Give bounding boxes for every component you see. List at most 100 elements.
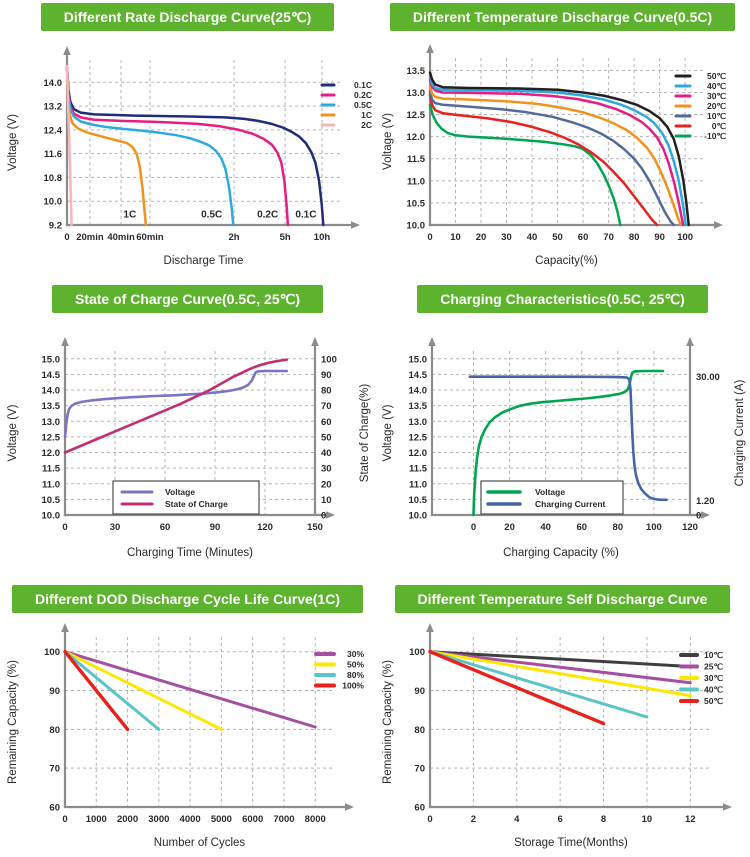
svg-text:30.00: 30.00 <box>696 372 720 383</box>
svg-text:50: 50 <box>552 232 563 243</box>
svg-text:90: 90 <box>414 686 425 697</box>
svg-text:40: 40 <box>540 522 551 533</box>
svg-text:40℃: 40℃ <box>707 81 726 91</box>
svg-text:50℃: 50℃ <box>707 71 726 81</box>
svg-text:0: 0 <box>427 232 432 243</box>
svg-text:60: 60 <box>49 803 60 814</box>
svg-text:12.4: 12.4 <box>44 125 63 136</box>
svg-text:50: 50 <box>321 432 332 443</box>
svg-text:70: 70 <box>49 764 60 775</box>
svg-text:120: 120 <box>257 522 273 533</box>
svg-text:10: 10 <box>321 495 332 506</box>
svg-text:0.2C: 0.2C <box>354 90 372 100</box>
svg-text:Voltage: Voltage <box>165 487 195 497</box>
svg-text:12.0: 12.0 <box>42 448 61 459</box>
svg-text:0.5C: 0.5C <box>354 100 372 110</box>
svg-text:2C: 2C <box>361 120 372 130</box>
svg-text:1000: 1000 <box>86 814 107 825</box>
svg-text:60: 60 <box>160 522 171 533</box>
svg-text:0℃: 0℃ <box>712 121 727 131</box>
svg-text:0: 0 <box>62 522 67 533</box>
svg-text:100: 100 <box>409 647 425 658</box>
svg-text:1.20: 1.20 <box>696 496 715 507</box>
svg-text:100: 100 <box>677 232 693 243</box>
svg-text:Number of Cycles: Number of Cycles <box>154 837 246 849</box>
svg-text:State of Charge: State of Charge <box>165 499 228 509</box>
svg-text:80%: 80% <box>347 670 364 680</box>
svg-text:2h: 2h <box>229 232 240 243</box>
svg-text:Voltage (V): Voltage (V) <box>7 114 19 171</box>
svg-text:8: 8 <box>601 814 606 825</box>
svg-text:50℃: 50℃ <box>704 696 723 706</box>
svg-text:0: 0 <box>427 814 432 825</box>
svg-text:8000: 8000 <box>305 814 326 825</box>
svg-text:40: 40 <box>527 232 538 243</box>
cell-state-of-charge: State of Charge Curve(0.5C, 25℃) 0 30 60 90… <box>0 278 375 574</box>
svg-text:0.2C: 0.2C <box>257 209 278 220</box>
svg-text:11.5: 11.5 <box>42 464 61 475</box>
svg-text:Remaining Capacity (%): Remaining Capacity (%) <box>7 660 19 784</box>
svg-text:25℃: 25℃ <box>704 662 723 672</box>
svg-text:10.5: 10.5 <box>42 495 61 506</box>
svg-text:10.5: 10.5 <box>407 198 426 209</box>
svg-text:90: 90 <box>49 686 60 697</box>
svg-text:30: 30 <box>501 232 512 243</box>
svg-text:4000: 4000 <box>180 814 201 825</box>
svg-text:12.5: 12.5 <box>409 432 428 443</box>
svg-text:20: 20 <box>504 522 515 533</box>
svg-text:50%: 50% <box>347 660 364 670</box>
svg-text:10: 10 <box>642 814 653 825</box>
cell-rate-discharge: Different Rate Discharge Curve(25℃) 0 20m… <box>0 0 375 278</box>
svg-text:13.0: 13.0 <box>407 88 426 99</box>
svg-text:10.8: 10.8 <box>44 173 63 184</box>
svg-text:12.0: 12.0 <box>407 132 426 143</box>
chart-state-of-charge: 0 30 60 90 120 150 15.0 14.5 14.0 13.5 13.0 12.5 12.… <box>7 337 371 559</box>
cell-dod-cycle-life: Different DOD Discharge Cycle Life Curve… <box>0 574 375 857</box>
svg-text:120: 120 <box>682 522 698 533</box>
svg-text:15.0: 15.0 <box>409 354 428 365</box>
svg-text:11.5: 11.5 <box>407 154 426 165</box>
svg-text:13.5: 13.5 <box>409 401 428 412</box>
chart-charging-characteristics: 0 20 40 60 80 100 120 15.0 14.5 14.0 13.5 13.0 12.5 1… <box>382 337 746 559</box>
svg-text:12.5: 12.5 <box>407 110 426 121</box>
svg-text:90: 90 <box>210 522 221 533</box>
svg-text:Charging Current: Charging Current <box>535 499 606 509</box>
chart-rate-discharge: 0 20min 40min 60min 2h 5h 10h 14.0 13.2 12.4 11.6 1… <box>7 46 372 267</box>
svg-text:100: 100 <box>44 647 60 658</box>
svg-text:10.0: 10.0 <box>44 197 63 208</box>
chart-header-dod-cycle-life: Different DOD Discharge Cycle Life Curve… <box>12 585 363 613</box>
chart-header-temperature-discharge: Different Temperature Discharge Curve(0.… <box>389 3 736 31</box>
svg-text:60: 60 <box>414 803 425 814</box>
svg-text:80: 80 <box>613 522 624 533</box>
svg-text:10.0: 10.0 <box>409 511 428 522</box>
svg-text:1C: 1C <box>123 209 136 220</box>
svg-text:0: 0 <box>64 232 69 243</box>
svg-text:30%: 30% <box>347 649 364 659</box>
svg-text:10℃: 10℃ <box>704 650 723 660</box>
svg-text:9.2: 9.2 <box>49 221 62 232</box>
svg-text:Capacity(%): Capacity(%) <box>535 255 598 267</box>
chart-header-state-of-charge: State of Charge Curve(0.5C, 25℃) <box>51 285 323 313</box>
svg-text:0: 0 <box>471 522 476 533</box>
svg-text:100: 100 <box>321 354 337 365</box>
svg-text:6: 6 <box>558 814 563 825</box>
svg-text:11.0: 11.0 <box>407 176 425 187</box>
svg-text:10.0: 10.0 <box>407 221 426 232</box>
svg-text:4: 4 <box>514 814 520 825</box>
chart-dod-cycle-life: 0 1000 2000 3000 4000 5000 6000 7000 8000 100 90 80… <box>7 623 364 849</box>
svg-text:2000: 2000 <box>117 814 138 825</box>
svg-text:70: 70 <box>414 764 425 775</box>
cell-temperature-self-discharge: Different Temperature Self Discharge Cur… <box>375 574 750 857</box>
svg-text:Storage Time(Months): Storage Time(Months) <box>514 837 628 849</box>
svg-text:13.0: 13.0 <box>409 417 428 428</box>
svg-text:30: 30 <box>110 522 121 533</box>
svg-text:5h: 5h <box>280 232 291 243</box>
cell-charging-characteristics: Charging Characteristics(0.5C, 25℃) 0 20 4… <box>375 278 750 574</box>
svg-text:30℃: 30℃ <box>707 91 726 101</box>
svg-text:14.0: 14.0 <box>44 78 63 89</box>
svg-text:Voltage: Voltage <box>535 487 565 497</box>
svg-text:80: 80 <box>49 725 60 736</box>
svg-text:0: 0 <box>62 814 67 825</box>
svg-text:Charging Capacity (%): Charging Capacity (%) <box>503 547 619 559</box>
